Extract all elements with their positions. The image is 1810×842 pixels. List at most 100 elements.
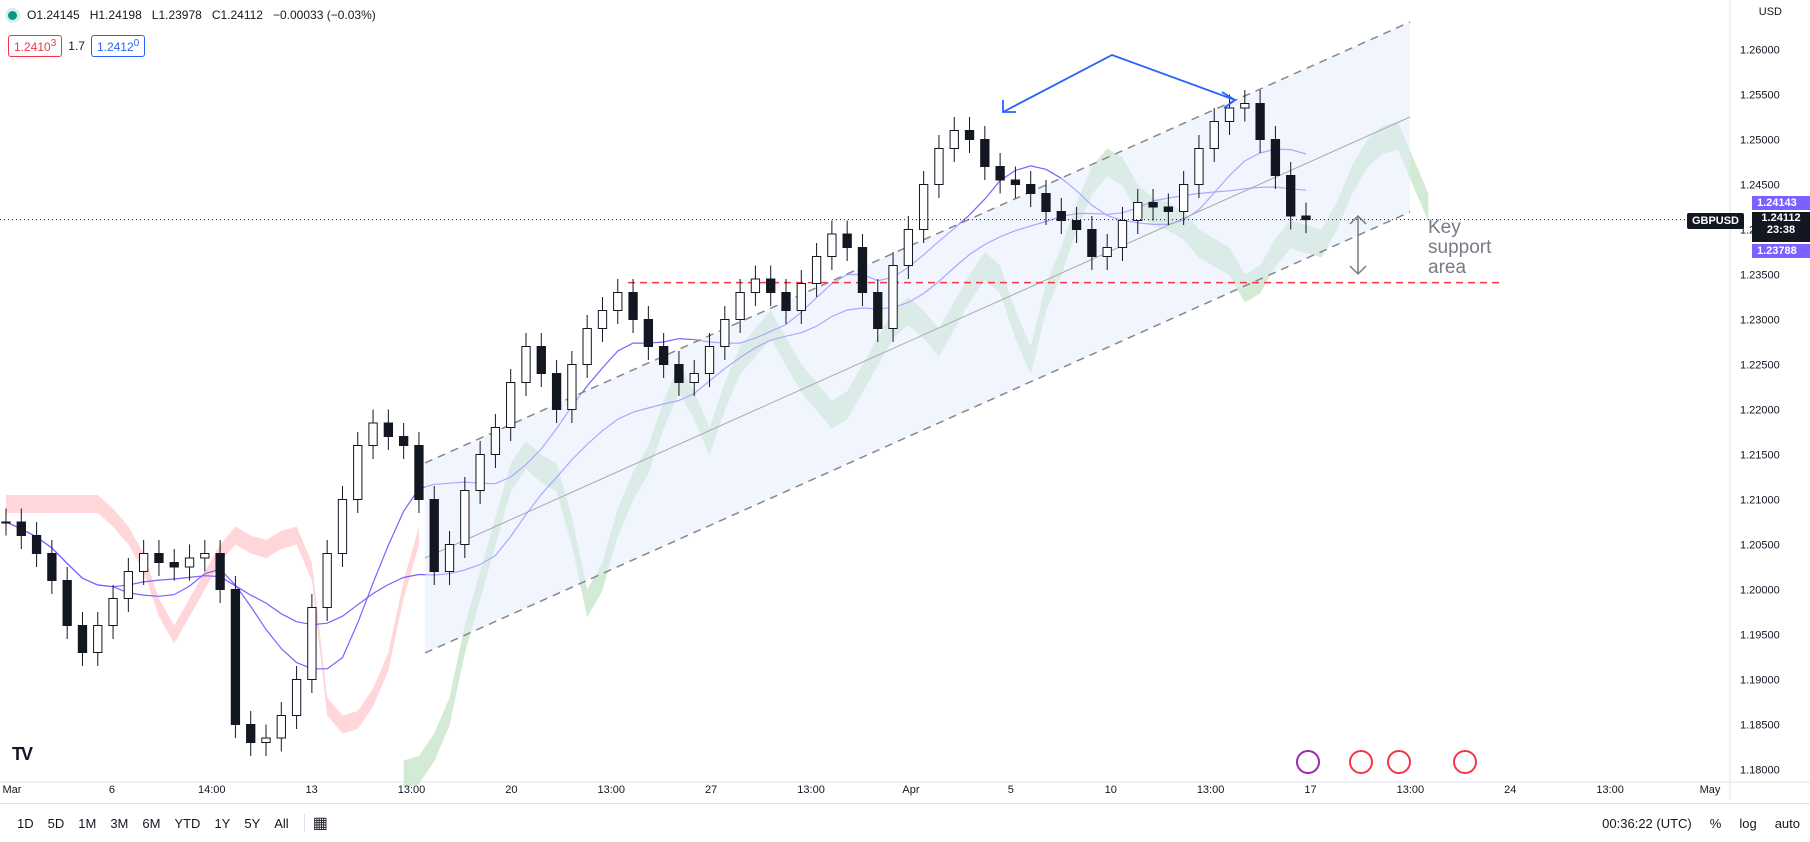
spread-value: 1.7: [68, 39, 85, 53]
range-button-5y[interactable]: 5Y: [244, 815, 261, 831]
candle-down: [781, 292, 791, 311]
candle-down: [766, 278, 776, 293]
candle-up: [1133, 202, 1143, 221]
direction-arrows: [1002, 54, 1236, 113]
percent-toggle[interactable]: %: [1709, 815, 1722, 831]
sell-pipette: 3: [50, 38, 57, 49]
candle-down: [230, 589, 241, 725]
y-tick-label: 1.24500: [1740, 180, 1780, 192]
y-tick-label: 1.20000: [1740, 585, 1780, 597]
last-price-label: 1.24112 23:38: [1752, 212, 1810, 242]
event-lightning-icon[interactable]: [1296, 750, 1320, 774]
log-toggle[interactable]: log: [1739, 815, 1757, 831]
auto-toggle[interactable]: auto: [1774, 815, 1800, 831]
x-tick-label: Mar: [3, 784, 22, 796]
range-button-all[interactable]: All: [274, 815, 289, 831]
upper-price-label: 1.24143: [1752, 196, 1810, 210]
last-price-value: 1.24112: [1761, 212, 1801, 224]
candle-up: [597, 310, 608, 329]
x-tick-label: 14:00: [198, 784, 226, 796]
range-button-6m[interactable]: 6M: [142, 815, 161, 831]
candle-down: [47, 553, 57, 581]
x-tick-label: 20: [505, 784, 517, 796]
buy-button[interactable]: 1.24120: [90, 35, 146, 57]
candle-down: [1041, 193, 1051, 212]
candle-down: [658, 346, 669, 365]
candle-down: [964, 130, 975, 140]
candle-down: [628, 292, 638, 320]
candle-down: [551, 373, 562, 410]
candle-down: [1255, 103, 1265, 140]
candle-up: [1117, 220, 1128, 248]
candle-up: [720, 319, 730, 347]
candle-up: [322, 553, 332, 608]
uk-flag-event-icon[interactable]: [1387, 750, 1411, 774]
lower-price-label: 1.23788: [1752, 244, 1810, 258]
y-tick-label: 1.25500: [1740, 90, 1780, 102]
candle-down: [169, 562, 179, 568]
candle-up: [582, 328, 592, 365]
tradingview-logo-icon[interactable]: TV: [12, 744, 33, 764]
range-button-5d[interactable]: 5D: [47, 815, 65, 831]
range-button-1m[interactable]: 1M: [78, 815, 97, 831]
y-tick-label: 1.20500: [1740, 540, 1780, 552]
candle-down: [215, 553, 225, 590]
candle-up: [704, 346, 715, 374]
candle-down: [31, 535, 42, 554]
candle-up: [1102, 247, 1112, 257]
x-tick-label: 6: [109, 784, 115, 796]
low-value: L1.23978: [151, 8, 202, 22]
candle-up: [93, 625, 103, 653]
candle-down: [1056, 211, 1066, 221]
uk-flag-event-icon[interactable]: [1349, 750, 1373, 774]
candle-up: [276, 715, 286, 739]
candle-up: [337, 499, 348, 554]
x-tick-label: 13:00: [797, 784, 825, 796]
sell-button[interactable]: 1.24103: [8, 35, 63, 57]
x-tick-label: 10: [1105, 784, 1117, 796]
price-chart[interactable]: 1.260001.255001.250001.245001.240001.235…: [0, 0, 1810, 800]
y-tick-label: 1.22000: [1740, 405, 1780, 417]
range-arrow-bottom: [1349, 265, 1367, 276]
range-button-ytd[interactable]: YTD: [174, 815, 201, 831]
divider: [303, 814, 305, 832]
uk-flag-event-icon[interactable]: [1453, 750, 1477, 774]
currency-label[interactable]: USD: [1758, 6, 1782, 18]
candle-down: [980, 139, 990, 167]
x-tick-label: May: [1700, 784, 1721, 796]
candle-down: [1270, 139, 1281, 176]
candle-down: [674, 364, 684, 383]
range-button-1y[interactable]: 1Y: [214, 815, 231, 831]
x-tick-label: Apr: [902, 784, 919, 796]
x-tick-label: 17: [1304, 784, 1316, 796]
range-button-3m[interactable]: 3M: [110, 815, 129, 831]
candle-up: [444, 544, 455, 572]
countdown-value: 23:38: [1766, 224, 1796, 236]
candle-down: [536, 346, 546, 374]
candle-down: [873, 292, 883, 329]
support-annotation[interactable]: Key support area: [1428, 217, 1492, 278]
candle-down: [995, 166, 1005, 181]
candle-up: [613, 292, 623, 311]
candle-down: [842, 233, 852, 248]
range-button-1d[interactable]: 1D: [17, 815, 34, 831]
candle-up: [918, 184, 929, 230]
date-range-icon[interactable]: ▦: [312, 815, 328, 832]
ohlc-legend: O1.24145 H1.24198 L1.23978 C1.24112 −0.0…: [8, 8, 376, 22]
candle-down: [1026, 184, 1036, 194]
candle-up: [261, 737, 271, 743]
candle-up: [796, 283, 806, 311]
candle-up: [506, 382, 516, 428]
symbol-label: GBPUSD: [1686, 213, 1744, 229]
candle-up: [1209, 121, 1219, 149]
utc-clock[interactable]: 00:36:22 (UTC): [1602, 815, 1692, 831]
candle-up: [567, 364, 577, 410]
x-tick-label: 13: [306, 784, 318, 796]
candle-up: [200, 553, 210, 559]
candle-up: [735, 292, 745, 320]
candle-down: [154, 553, 164, 563]
candle-up: [368, 422, 378, 446]
candle-up: [827, 233, 837, 257]
candle-up: [811, 256, 822, 284]
range-arrow-top: [1349, 214, 1367, 225]
